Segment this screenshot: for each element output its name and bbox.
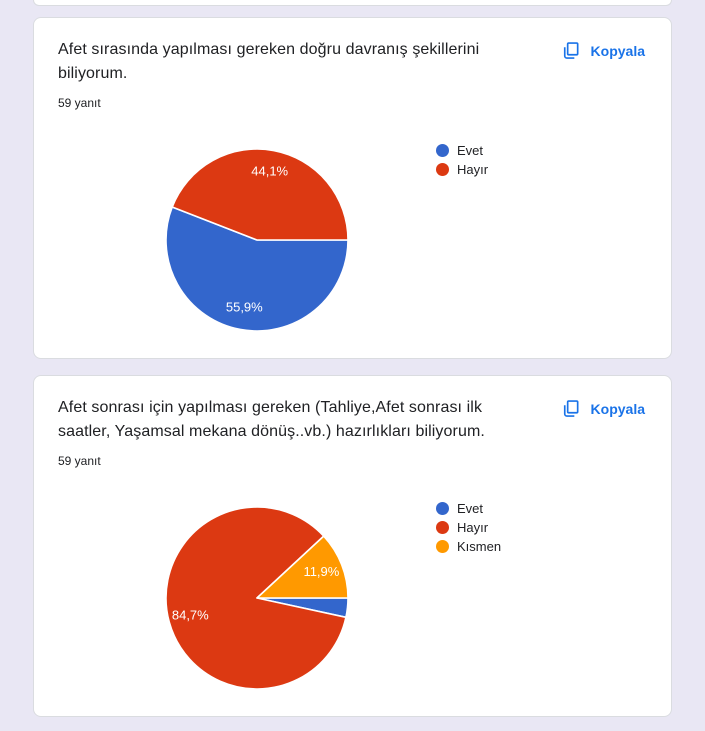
- card-header: Afet sonrası için yapılması gereken (Tah…: [58, 396, 647, 444]
- legend-item-hayr: Hayır: [436, 160, 488, 179]
- copy-button-label: Kopyala: [590, 401, 645, 417]
- question-card-1: Afet sırasında yapılması gereken doğru d…: [33, 17, 672, 359]
- legend-item-evet: Evet: [436, 499, 501, 518]
- pie-slice-evet[interactable]: [165, 206, 349, 332]
- legend-label: Evet: [457, 501, 484, 516]
- legend-label: Hayır: [457, 162, 489, 177]
- chart-legend: Evet Hayır: [428, 137, 488, 342]
- legend-swatch: [436, 502, 449, 515]
- legend-item-evet: Evet: [436, 141, 488, 160]
- pie-slice-ksmen[interactable]: [256, 535, 349, 599]
- legend-label: Evet: [457, 143, 484, 158]
- answer-count: 59 yanıt: [58, 454, 101, 468]
- legend-swatch: [436, 144, 449, 157]
- legend-swatch: [436, 163, 449, 176]
- pie-slice-hayr[interactable]: [171, 148, 349, 241]
- slice-percentage-label: 55,9%: [226, 299, 263, 314]
- card-header: Afet sırasında yapılması gereken doğru d…: [58, 38, 647, 86]
- slice-percentage-label: 11,9%: [303, 564, 339, 579]
- copy-icon: [563, 42, 579, 59]
- chart-area: 55,9% 44,1% Evet Hayır: [58, 137, 647, 342]
- pie-slice-hayr[interactable]: [165, 506, 347, 690]
- copy-button[interactable]: Kopyala: [559, 39, 647, 63]
- legend-swatch: [436, 540, 449, 553]
- answer-count: 59 yanıt: [58, 96, 101, 110]
- legend-label: Kısmen: [457, 539, 502, 554]
- copy-button-label: Kopyala: [590, 43, 645, 59]
- slice-percentage-label: 84,7%: [172, 608, 209, 623]
- legend-item-ksmen: Kısmen: [436, 537, 501, 556]
- legend-item-hayr: Hayır: [436, 518, 501, 537]
- question-title: Afet sırasında yapılması gereken doğru d…: [58, 41, 480, 82]
- pie-chart: 55,9% 44,1%: [165, 148, 349, 332]
- legend-label: Hayır: [457, 520, 489, 535]
- legend-swatch: [436, 521, 449, 534]
- copy-button[interactable]: Kopyala: [559, 397, 647, 421]
- question-card-2: Afet sonrası için yapılması gereken (Tah…: [33, 375, 672, 717]
- partial-card-above: [33, 0, 672, 6]
- chart-legend: Evet Hayır Kısmen: [428, 495, 501, 700]
- copy-icon: [563, 400, 579, 417]
- pie-chart: 84,7% 11,9%: [165, 506, 349, 690]
- question-title: Afet sonrası için yapılması gereken (Tah…: [58, 399, 485, 440]
- chart-area: 84,7% 11,9% Evet Hayır Kısmen: [58, 495, 647, 700]
- slice-percentage-label: 44,1%: [251, 163, 288, 178]
